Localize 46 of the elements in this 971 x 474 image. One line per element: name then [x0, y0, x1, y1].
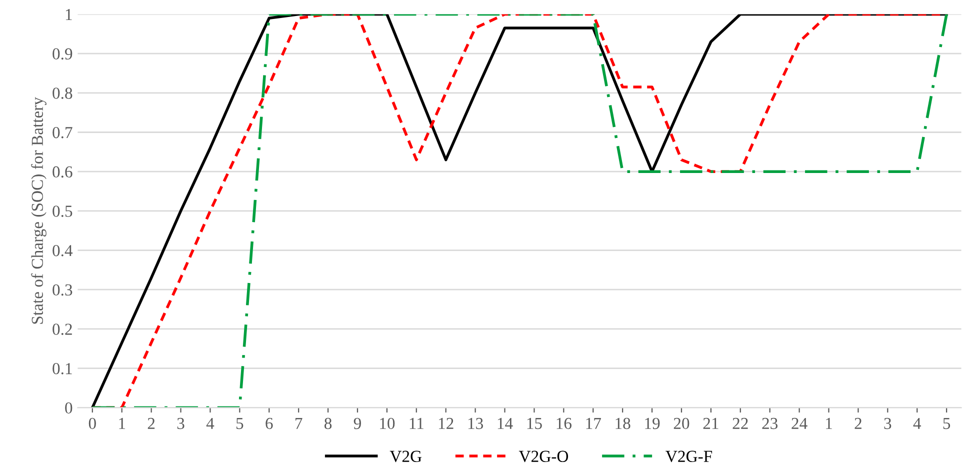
x-tick-label: 2 [854, 418, 862, 429]
x-tick-label: 3 [177, 418, 184, 430]
x-tick-label: 21 [703, 418, 718, 429]
x-tick-label: 4 [206, 418, 214, 429]
x-tick-label: 14 [498, 418, 513, 429]
x-tick-label: 1 [119, 418, 126, 429]
x-tick-label: 12 [438, 418, 454, 429]
y-tick-label: 0.5 [52, 206, 72, 217]
y-tick-label: 0.3 [52, 284, 72, 296]
x-tick-label: 1 [826, 418, 832, 429]
y-tick-label: 0.9 [52, 48, 72, 60]
legend-label: V2G-O [518, 450, 568, 462]
legend-label: V2G [390, 450, 422, 462]
x-tick-label: 17 [586, 418, 601, 429]
y-tick-label: 0.1 [52, 362, 72, 374]
x-tick-label: 15 [527, 418, 542, 430]
y-tick-label: 0.8 [52, 88, 72, 99]
x-tick-label: 7 [296, 418, 302, 429]
x-tick-label: 5 [236, 418, 244, 430]
x-tick-label: 22 [732, 418, 748, 429]
y-tick-label: 0.7 [52, 126, 72, 138]
x-tick-label: 23 [762, 418, 778, 430]
x-tick-label: 19 [645, 418, 660, 430]
x-tick-label: 11 [410, 418, 424, 429]
x-tick-label: 5 [943, 418, 950, 430]
y-axis-title: State of Charge (SOC) for Battery [31, 97, 46, 324]
x-tick-label: 13 [468, 418, 483, 430]
x-tick-label: 9 [354, 418, 361, 430]
x-tick-label: 3 [884, 418, 892, 430]
y-tick-label: 0 [65, 402, 72, 414]
y-tick-label: 0.6 [52, 166, 72, 178]
legend-label: V2G-F [666, 450, 712, 462]
line-series [91, 14, 948, 408]
x-tick-label: 2 [148, 418, 155, 429]
x-tick-label: 6 [266, 418, 273, 430]
x-tick-label: 4 [913, 418, 922, 429]
y-tick-label: 0.2 [52, 324, 72, 335]
x-tick-label: 16 [556, 418, 572, 430]
x-tick-label: 18 [616, 418, 630, 430]
x-tick-label: 0 [88, 418, 96, 430]
x-tick-label: 10 [380, 418, 395, 430]
x-tick-label: 24 [792, 418, 808, 429]
y-tick-label: 0.4 [52, 244, 73, 256]
x-tick-label: 20 [674, 418, 690, 430]
y-tick-label: 1 [66, 9, 72, 20]
x-tick-label: 8 [324, 418, 332, 430]
